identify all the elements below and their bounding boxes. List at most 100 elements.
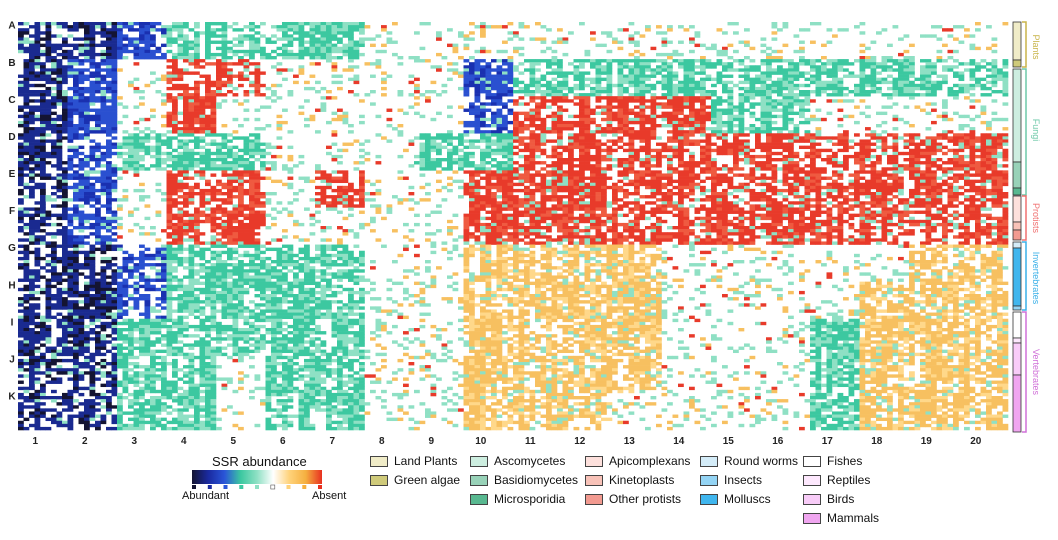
heatmap-cell — [683, 124, 690, 128]
heatmap-cell — [210, 164, 217, 168]
heatmap-cell — [430, 90, 437, 94]
heatmap-cell — [133, 145, 140, 150]
heatmap-cell — [227, 188, 233, 193]
heatmap-cell — [67, 130, 74, 134]
heatmap-cell — [194, 86, 200, 91]
heatmap-cell — [95, 117, 101, 122]
heatmap-cell — [507, 136, 514, 140]
heatmap-cell — [18, 114, 24, 119]
heatmap-cell — [348, 201, 354, 205]
heatmap-cell — [782, 102, 789, 106]
heatmap-cell — [183, 151, 189, 156]
heatmap-cell — [238, 164, 244, 168]
heatmap-cell — [480, 31, 486, 35]
heatmap-cell — [942, 74, 948, 78]
heatmap-cell — [810, 117, 816, 122]
heatmap-cell — [661, 40, 668, 44]
heatmap-cell — [172, 201, 178, 205]
heatmap-cell — [991, 111, 998, 116]
heatmap-cell — [155, 139, 162, 143]
heatmap-cell — [738, 68, 745, 72]
heatmap-cell — [810, 22, 816, 26]
heatmap-cell — [540, 120, 547, 125]
heatmap-cell — [881, 62, 888, 66]
heatmap-cell — [425, 167, 431, 171]
heatmap-cell — [100, 164, 107, 168]
heatmap-cell — [678, 124, 684, 128]
heatmap-cell — [573, 142, 580, 146]
heatmap-cell — [667, 68, 673, 72]
heatmap-block — [414, 170, 464, 208]
heatmap-cell — [210, 90, 217, 94]
heatmap-cell — [23, 142, 30, 146]
heatmap-cell — [804, 102, 811, 106]
heatmap-cell — [661, 52, 668, 57]
heatmap-cell — [18, 28, 24, 32]
heatmap-cell — [738, 127, 745, 131]
heatmap-cell — [458, 34, 464, 38]
heatmap-cell — [315, 108, 321, 112]
heatmap-cell — [524, 136, 530, 140]
heatmap-cell — [524, 83, 530, 88]
heatmap-cell — [40, 108, 46, 112]
heatmap-cell — [100, 158, 107, 162]
heatmap-cell — [166, 40, 173, 44]
heatmap-cell — [986, 133, 992, 137]
heatmap-cell — [342, 173, 349, 177]
heatmap-cell — [40, 176, 46, 180]
heatmap-cell — [953, 148, 959, 153]
heatmap-cell — [925, 80, 932, 85]
heatmap-cell — [177, 161, 184, 165]
heatmap-cell — [348, 28, 354, 32]
heatmap-cell — [678, 117, 684, 122]
heatmap-cell — [766, 151, 772, 156]
heatmap-cell — [194, 111, 200, 116]
heatmap-cell — [62, 56, 68, 60]
heatmap-cell — [40, 148, 46, 153]
heatmap-cell — [788, 96, 794, 100]
heatmap-cell — [590, 120, 596, 125]
heatmap-cell — [56, 204, 63, 208]
heatmap-cell — [287, 40, 294, 44]
heatmap-cell — [89, 108, 96, 112]
heatmap-cell — [51, 105, 57, 109]
heatmap-cell — [661, 145, 668, 150]
heatmap-cell — [645, 164, 651, 168]
heatmap-cell — [518, 120, 525, 125]
heatmap-cell — [337, 192, 343, 196]
heatmap-cell — [78, 96, 85, 100]
heatmap-cell — [584, 145, 591, 150]
heatmap-cell — [452, 151, 459, 156]
heatmap-cell — [969, 62, 976, 66]
heatmap-cell — [881, 68, 888, 72]
heatmap-cell — [337, 114, 343, 119]
heatmap-cell — [106, 83, 112, 88]
heatmap-cell — [518, 102, 525, 106]
heatmap-cell — [909, 93, 915, 97]
heatmap-cell — [177, 111, 184, 116]
heatmap-cell — [524, 90, 530, 94]
heatmap-cell — [172, 83, 178, 88]
heatmap-cell — [51, 117, 57, 122]
heatmap-cell — [111, 83, 118, 88]
heatmap-cell — [106, 195, 112, 199]
heatmap-cell — [166, 96, 173, 100]
heatmap-cell — [557, 164, 563, 168]
heatmap-cell — [804, 139, 811, 143]
heatmap-cell — [507, 80, 514, 85]
heatmap-cell — [342, 198, 349, 202]
heatmap-cell — [73, 188, 79, 193]
heatmap-cell — [870, 90, 877, 94]
heatmap-cell — [689, 105, 695, 109]
heatmap-cell — [700, 43, 706, 48]
heatmap-cell — [205, 80, 211, 85]
heatmap-cell — [320, 170, 327, 174]
heatmap-cell — [975, 136, 981, 140]
heatmap-cell — [540, 83, 547, 88]
heatmap-cell — [194, 31, 200, 35]
heatmap-cell — [601, 133, 607, 137]
heatmap-cell — [40, 93, 46, 97]
heatmap-cell — [177, 139, 184, 143]
heatmap-cell — [183, 195, 189, 199]
heatmap-cell — [639, 68, 646, 72]
